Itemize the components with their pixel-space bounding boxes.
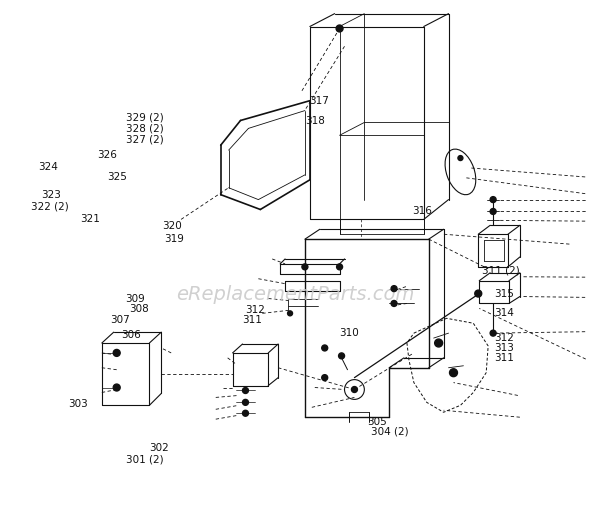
Circle shape [242,400,248,406]
Circle shape [302,264,308,270]
Circle shape [336,26,343,33]
Text: 311: 311 [242,314,263,324]
Circle shape [113,384,120,391]
Text: 328 (2): 328 (2) [126,124,163,134]
Circle shape [391,286,397,292]
Text: 324: 324 [38,161,58,172]
Text: 327 (2): 327 (2) [126,135,163,145]
Text: 303: 303 [68,398,87,408]
Text: 311: 311 [494,353,513,363]
Text: 302: 302 [150,442,169,452]
Text: 325: 325 [107,172,127,181]
Text: 306: 306 [121,329,140,339]
Circle shape [391,301,397,307]
Text: 329 (2): 329 (2) [126,112,163,123]
Text: eReplacementParts.com: eReplacementParts.com [176,285,414,303]
Circle shape [475,291,481,297]
Text: 314: 314 [494,307,513,318]
Circle shape [242,410,248,416]
Text: 311 (2): 311 (2) [482,265,520,274]
Text: 318: 318 [306,116,326,126]
Text: 304 (2): 304 (2) [371,426,409,436]
Circle shape [490,197,496,203]
Text: 315: 315 [494,289,513,299]
Circle shape [322,345,327,351]
Text: 307: 307 [110,314,130,324]
Text: 305: 305 [368,417,387,427]
Text: 308: 308 [129,303,149,314]
Text: 301 (2): 301 (2) [126,454,163,463]
Text: 322 (2): 322 (2) [31,201,68,211]
Circle shape [242,388,248,393]
Circle shape [490,209,496,215]
Circle shape [435,340,442,347]
Text: 310: 310 [339,328,359,337]
Circle shape [322,375,327,381]
Circle shape [337,264,343,270]
Text: 312: 312 [245,305,264,315]
Circle shape [450,369,457,377]
Text: 317: 317 [310,96,329,106]
Text: 320: 320 [162,221,182,231]
Text: 316: 316 [412,205,432,215]
Text: 323: 323 [41,190,61,200]
Circle shape [458,156,463,161]
Circle shape [339,353,345,359]
Text: 321: 321 [80,213,100,223]
Text: 313: 313 [494,343,513,353]
Text: 326: 326 [97,150,117,160]
Circle shape [287,312,293,316]
Text: 319: 319 [164,234,184,243]
Text: 312: 312 [494,332,513,342]
Circle shape [352,387,358,393]
Text: 309: 309 [126,294,145,304]
Circle shape [490,330,496,336]
Circle shape [113,350,120,357]
